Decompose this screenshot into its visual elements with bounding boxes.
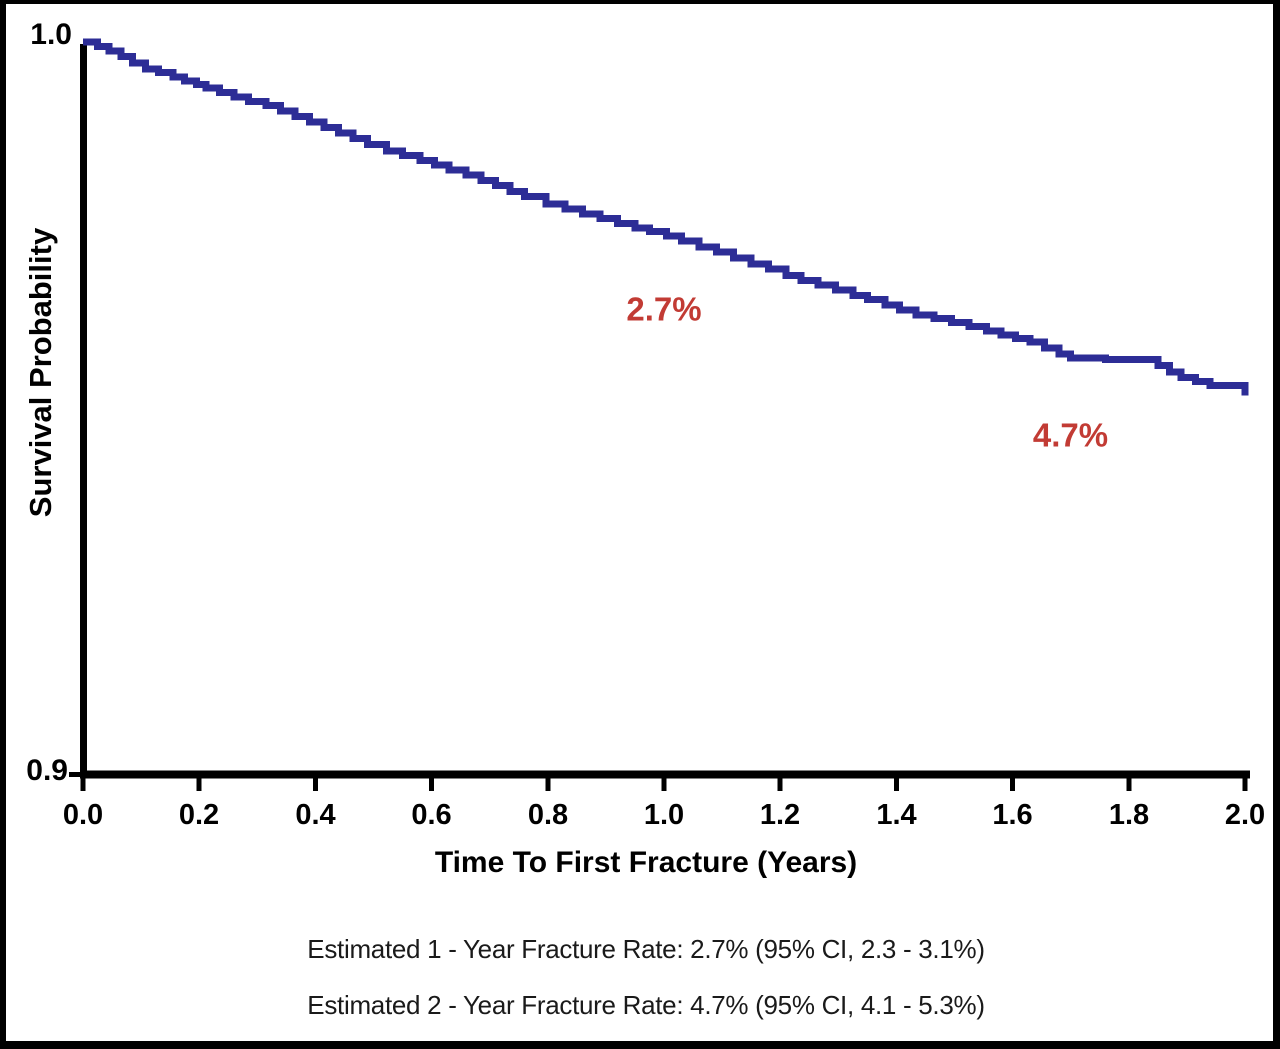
x-axis-title: Time To First Fracture (Years): [434, 846, 858, 879]
y-axis-title-box: Survival Probability: [10, 172, 72, 572]
y-tick-label-1.0: 1.0: [30, 18, 72, 51]
footnote-2-year-fracture-rate: Estimated 2 - Year Fracture Rate: 4.7% (…: [307, 990, 985, 1020]
x-tick-label-0.0: 0.0: [62, 799, 104, 831]
x-tick-label-1.8: 1.8: [1108, 799, 1150, 831]
x-tick-label-2.0: 2.0: [1224, 799, 1266, 831]
x-tick-label-0.6: 0.6: [411, 799, 452, 831]
footnote-1-year-fracture-rate: Estimated 1 - Year Fracture Rate: 2.7% (…: [307, 934, 985, 964]
x-tick-label-1.6: 1.6: [992, 799, 1033, 831]
x-tick-label-0.8: 0.8: [527, 799, 569, 831]
survival-step-curve: [83, 38, 1249, 396]
axes: [69, 44, 1250, 791]
x-tick-label-1.4: 1.4: [876, 799, 917, 831]
annotation-2-year-rate: 4.7%: [1032, 416, 1109, 454]
x-tick-label-1.2: 1.2: [759, 799, 801, 831]
x-tick-label-0.2: 0.2: [178, 799, 220, 831]
y-axis-title: Survival Probability: [23, 227, 59, 517]
x-tick-label-0.4: 0.4: [295, 799, 336, 831]
survival-chart-canvas: [69, 38, 1250, 791]
x-tick-label-1.0: 1.0: [643, 799, 685, 831]
annotation-1-year-rate: 2.7%: [626, 290, 702, 328]
y-tick-label-0.9: 0.9: [26, 754, 68, 787]
